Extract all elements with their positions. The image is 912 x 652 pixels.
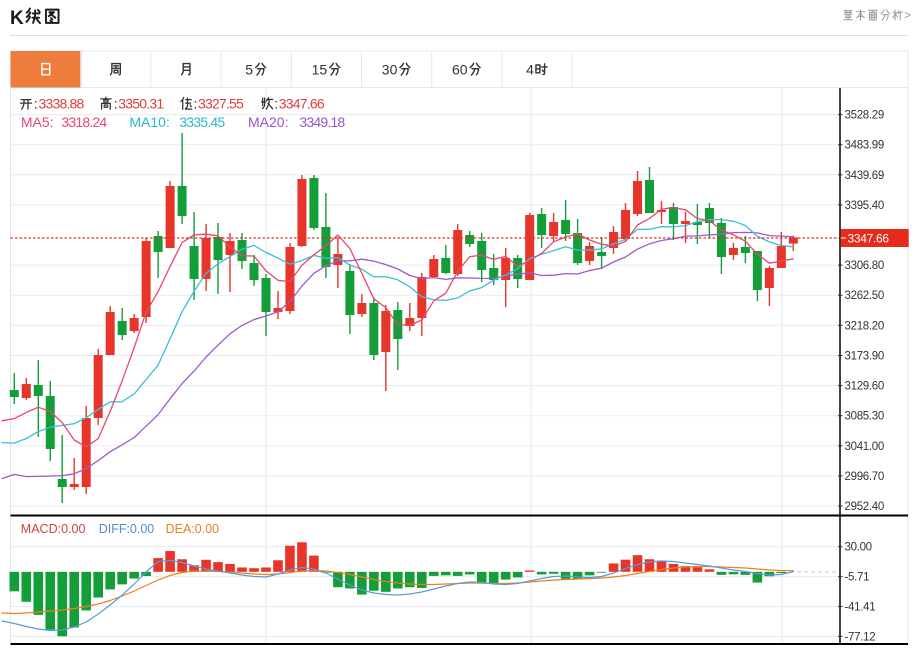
- svg-text:MA10:: MA10:: [129, 114, 169, 130]
- svg-text:15: 15: [312, 61, 328, 77]
- svg-text:-77.12: -77.12: [845, 631, 876, 643]
- svg-text:2952.40: 2952.40: [845, 501, 884, 513]
- svg-text:-5.71: -5.71: [845, 572, 870, 584]
- svg-text:3173.90: 3173.90: [845, 351, 884, 363]
- svg-text::: :: [114, 96, 118, 112]
- svg-text:DIFF:0.00: DIFF:0.00: [99, 522, 155, 536]
- svg-text:3347.66: 3347.66: [279, 96, 325, 112]
- svg-text::: :: [194, 96, 198, 112]
- svg-text:MACD:0.00: MACD:0.00: [21, 522, 86, 536]
- svg-text:3347.66: 3347.66: [848, 232, 890, 246]
- svg-text:3338.88: 3338.88: [39, 96, 85, 112]
- svg-text:3439.69: 3439.69: [845, 170, 884, 182]
- svg-text:3395.40: 3395.40: [845, 200, 884, 212]
- svg-text:3528.29: 3528.29: [845, 110, 884, 122]
- svg-text:-41.41: -41.41: [845, 602, 876, 614]
- svg-text:3218.20: 3218.20: [845, 320, 884, 332]
- svg-text:3129.60: 3129.60: [845, 381, 884, 393]
- svg-text:30.00: 30.00: [845, 542, 872, 554]
- svg-text:30: 30: [382, 61, 398, 77]
- svg-text:K: K: [10, 8, 24, 29]
- svg-text:3327.55: 3327.55: [198, 96, 244, 112]
- svg-text:3262.50: 3262.50: [845, 290, 884, 302]
- svg-text:5: 5: [245, 61, 253, 77]
- svg-text:>: >: [904, 8, 911, 22]
- svg-text:2996.70: 2996.70: [845, 471, 884, 483]
- svg-text:3085.30: 3085.30: [845, 411, 884, 423]
- svg-text:3349.18: 3349.18: [299, 114, 345, 130]
- svg-text:3350.31: 3350.31: [118, 96, 164, 112]
- svg-text::: :: [274, 96, 278, 112]
- svg-text:4: 4: [526, 61, 534, 77]
- svg-text:DEA:0.00: DEA:0.00: [166, 522, 220, 536]
- svg-text:3306.80: 3306.80: [845, 260, 884, 272]
- svg-text:MA20:: MA20:: [248, 114, 288, 130]
- svg-text:3041.00: 3041.00: [845, 441, 884, 453]
- svg-text:60: 60: [452, 61, 468, 77]
- svg-text:3483.99: 3483.99: [845, 140, 884, 152]
- svg-text::: :: [34, 96, 38, 112]
- svg-text:MA5:: MA5:: [21, 114, 54, 130]
- svg-text:3318.24: 3318.24: [61, 114, 107, 130]
- svg-text:3335.45: 3335.45: [179, 114, 225, 130]
